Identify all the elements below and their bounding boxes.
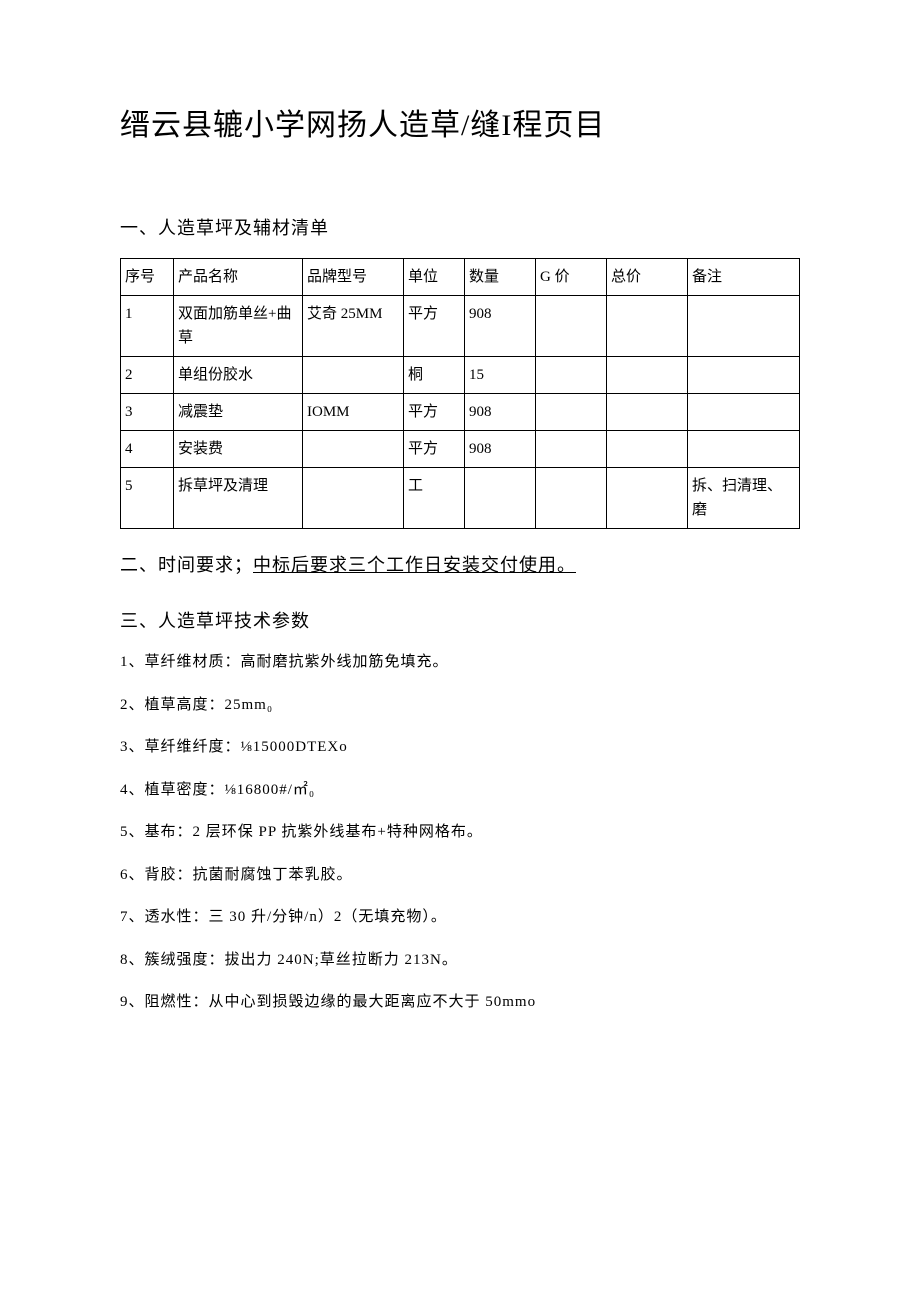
- table-header-row: 序号 产品名称 品牌型号 单位 数量 G 价 总价 备注: [121, 259, 800, 296]
- cell-note: [688, 431, 800, 468]
- cell-qty: 15: [465, 357, 536, 394]
- section-2-underlined: 中标后要求三个工作日安装交付使用。: [253, 555, 576, 575]
- cell-name: 安装费: [174, 431, 303, 468]
- document-title: 缙云县辘小学网扬人造草/缝I程页目: [120, 100, 800, 144]
- cell-model: IOMM: [303, 394, 404, 431]
- section-1-heading: 一、人造草坪及辅材清单: [120, 214, 800, 240]
- cell-total: [607, 431, 688, 468]
- cell-unit: 平方: [404, 431, 465, 468]
- th-seq: 序号: [121, 259, 174, 296]
- param-item: 8、簇绒强度：拔出力 240N;草丝拉断力 213N。: [120, 949, 800, 972]
- cell-qty: 908: [465, 431, 536, 468]
- cell-model: [303, 468, 404, 529]
- section-2-line: 二、时间要求；中标后要求三个工作日安装交付使用。: [120, 551, 800, 577]
- table-body: 1 双面加筋单丝+曲草 艾奇 25MM 平方 908 2 单组份胶水 桐 15: [121, 296, 800, 529]
- cell-name: 拆草坪及清理: [174, 468, 303, 529]
- cell-qty: [465, 468, 536, 529]
- param-item: 2、植草高度：25mm₀: [120, 694, 800, 717]
- table-row: 2 单组份胶水 桐 15: [121, 357, 800, 394]
- th-qty: 数量: [465, 259, 536, 296]
- cell-up: [536, 394, 607, 431]
- table-row: 4 安装费 平方 908: [121, 431, 800, 468]
- cell-up: [536, 296, 607, 357]
- cell-total: [607, 296, 688, 357]
- cell-model: 艾奇 25MM: [303, 296, 404, 357]
- param-item: 4、植草密度：⅛16800#/㎡₀: [120, 779, 800, 802]
- cell-note: [688, 357, 800, 394]
- cell-seq: 1: [121, 296, 174, 357]
- cell-up: [536, 431, 607, 468]
- section-2-prefix: 二、时间要求；: [120, 555, 253, 575]
- param-item: 3、草纤维纤度：⅛15000DTEXo: [120, 736, 800, 759]
- cell-model: [303, 431, 404, 468]
- cell-name: 单组份胶水: [174, 357, 303, 394]
- cell-total: [607, 357, 688, 394]
- cell-unit: 平方: [404, 394, 465, 431]
- cell-note: 拆、扫清理、磨: [688, 468, 800, 529]
- cell-qty: 908: [465, 296, 536, 357]
- param-item: 5、基布：2 层环保 PP 抗紫外线基布+特种网格布。: [120, 821, 800, 844]
- cell-seq: 2: [121, 357, 174, 394]
- cell-qty: 908: [465, 394, 536, 431]
- materials-table: 序号 产品名称 品牌型号 单位 数量 G 价 总价 备注 1 双面加筋单丝+曲草…: [120, 258, 800, 529]
- th-unit-price: G 价: [536, 259, 607, 296]
- document-page: 缙云县辘小学网扬人造草/缝I程页目 一、人造草坪及辅材清单 序号 产品名称 品牌…: [0, 0, 920, 1301]
- cell-unit: 平方: [404, 296, 465, 357]
- th-unit: 单位: [404, 259, 465, 296]
- param-item: 9、阻燃性：从中心到损毁边缘的最大距离应不大于 50mmo: [120, 991, 800, 1014]
- section-3-heading: 三、人造草坪技术参数: [120, 607, 800, 633]
- cell-note: [688, 394, 800, 431]
- cell-unit: 桐: [404, 357, 465, 394]
- cell-up: [536, 357, 607, 394]
- th-model: 品牌型号: [303, 259, 404, 296]
- cell-seq: 4: [121, 431, 174, 468]
- param-item: 7、透水性：三 30 升/分钟/n）2（无填充物）。: [120, 906, 800, 929]
- th-total: 总价: [607, 259, 688, 296]
- cell-name: 双面加筋单丝+曲草: [174, 296, 303, 357]
- param-item: 1、草纤维材质：高耐磨抗紫外线加筋免填充。: [120, 651, 800, 674]
- cell-model: [303, 357, 404, 394]
- cell-unit: 工: [404, 468, 465, 529]
- cell-name: 减震垫: [174, 394, 303, 431]
- param-item: 6、背胶：抗菌耐腐蚀丁苯乳胶。: [120, 864, 800, 887]
- table-row: 5 拆草坪及清理 工 拆、扫清理、磨: [121, 468, 800, 529]
- table-row: 1 双面加筋单丝+曲草 艾奇 25MM 平方 908: [121, 296, 800, 357]
- th-note: 备注: [688, 259, 800, 296]
- cell-seq: 3: [121, 394, 174, 431]
- th-name: 产品名称: [174, 259, 303, 296]
- cell-seq: 5: [121, 468, 174, 529]
- table-row: 3 减震垫 IOMM 平方 908: [121, 394, 800, 431]
- cell-note: [688, 296, 800, 357]
- cell-total: [607, 394, 688, 431]
- cell-total: [607, 468, 688, 529]
- cell-up: [536, 468, 607, 529]
